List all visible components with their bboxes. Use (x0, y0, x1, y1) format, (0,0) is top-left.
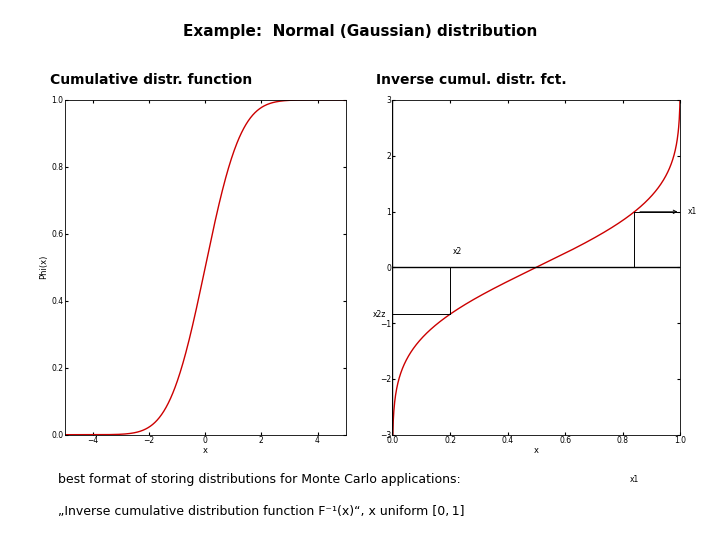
Y-axis label: Phi(x): Phi(x) (40, 255, 48, 280)
Text: Example:  Normal (Gaussian) distribution: Example: Normal (Gaussian) distribution (183, 24, 537, 39)
Text: Cumulative distr. function: Cumulative distr. function (50, 73, 252, 87)
Text: x1: x1 (630, 475, 639, 484)
Text: x1: x1 (688, 207, 697, 217)
Text: Inverse cumul. distr. fct.: Inverse cumul. distr. fct. (377, 73, 567, 87)
Text: x2: x2 (453, 247, 462, 256)
Text: best format of storing distributions for Monte Carlo applications:: best format of storing distributions for… (58, 472, 460, 485)
Text: x2z: x2z (373, 310, 387, 319)
X-axis label: x: x (534, 447, 539, 455)
Text: „Inverse cumulative distribution function F⁻¹(x)“, x uniform [0, 1]: „Inverse cumulative distribution functio… (58, 505, 464, 518)
X-axis label: x: x (203, 447, 207, 455)
